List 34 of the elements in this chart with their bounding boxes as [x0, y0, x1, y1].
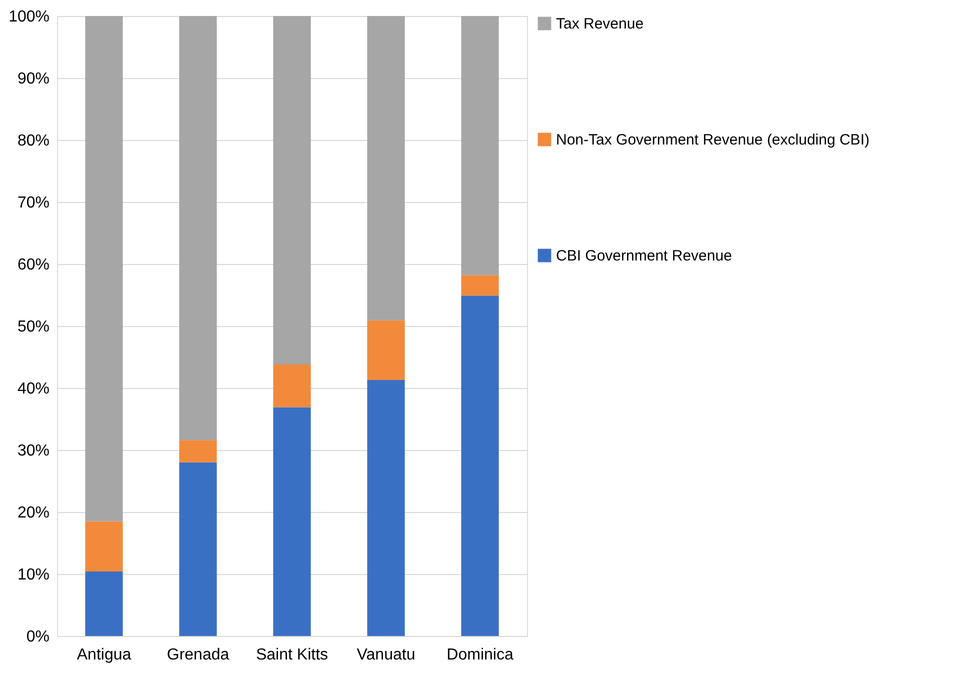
y-tick-label: 80%: [17, 132, 50, 150]
bar: [179, 440, 217, 462]
y-tick-label: 100%: [8, 8, 50, 26]
y-tick-label: 60%: [17, 256, 50, 274]
bar: [179, 462, 217, 636]
y-tick-label: 70%: [17, 194, 50, 212]
y-tick-label: 40%: [17, 380, 50, 398]
y-tick-label: 20%: [17, 504, 50, 522]
x-tick-label: Saint Kitts: [256, 646, 328, 664]
x-tick-label: Grenada: [166, 646, 230, 664]
x-tick-label: Antigua: [76, 646, 132, 664]
y-tick-label: 90%: [17, 70, 50, 88]
x-tick-label: Dominica: [446, 646, 514, 664]
bar: [273, 407, 311, 636]
bar: [367, 320, 405, 380]
bar: [85, 16, 123, 522]
y-tick-label: 30%: [17, 442, 50, 460]
legend-label: CBI Government Revenue: [556, 248, 732, 264]
bar: [273, 16, 311, 364]
bar: [461, 296, 499, 636]
bar: [273, 364, 311, 408]
x-tick-label: Vanuatu: [356, 646, 416, 664]
bar: [461, 16, 499, 276]
legend-label: Tax Revenue: [556, 16, 644, 32]
legend-label: Non-Tax Government Revenue (excluding CBI): [556, 132, 870, 148]
bar: [85, 572, 123, 636]
bar: [367, 16, 405, 320]
y-tick-label: 10%: [17, 566, 50, 584]
bar: [179, 16, 217, 440]
bar: [461, 275, 499, 296]
y-tick-label: 0%: [26, 628, 50, 646]
bar: [367, 380, 405, 636]
y-tick-label: 50%: [17, 318, 50, 336]
bar: [85, 521, 123, 572]
